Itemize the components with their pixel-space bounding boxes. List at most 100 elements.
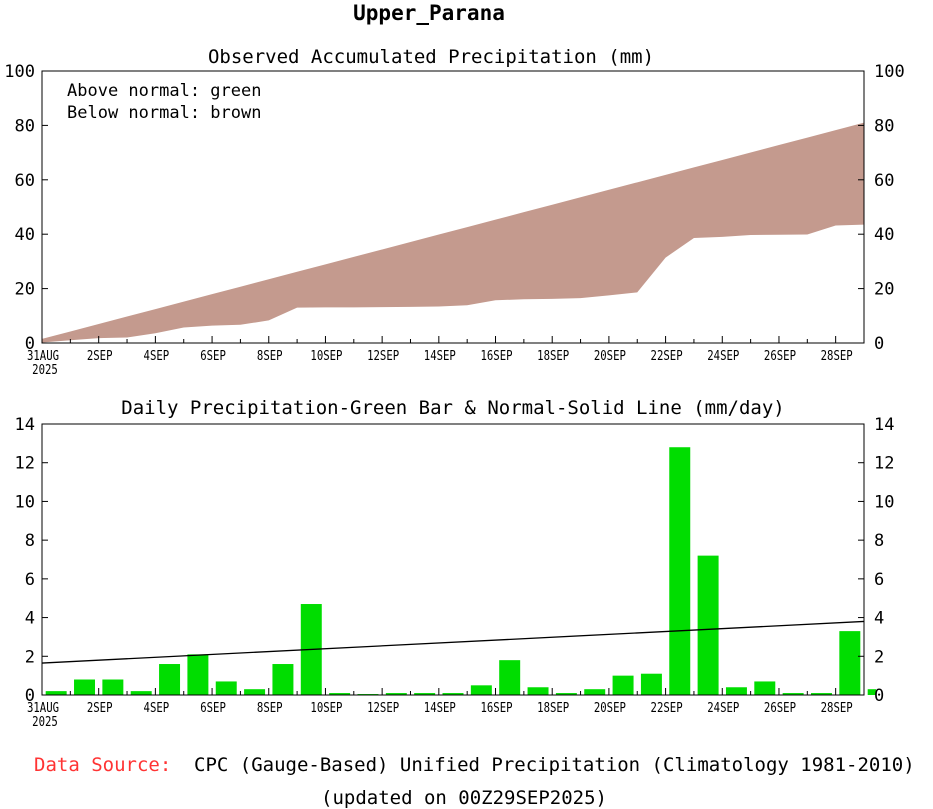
daily-ytick-label-right: 4	[874, 609, 884, 629]
acc-ytick-label-left: 80	[15, 116, 35, 136]
daily-bar	[867, 689, 876, 695]
daily-bar	[640, 673, 662, 695]
daily-xtick-label: 26SEP	[764, 700, 796, 715]
acc-ytick-label-left: 20	[15, 280, 35, 300]
daily-xtick-label: 6SEP	[200, 700, 226, 715]
daily-xtick-label: 14SEP	[424, 700, 456, 715]
daily-bar	[187, 654, 209, 695]
daily-bar	[74, 679, 96, 695]
daily-bar	[697, 555, 719, 695]
daily-ytick-label-left: 0	[25, 686, 35, 706]
acc-ytick-label-right: 100	[874, 62, 905, 82]
daily-ytick-label-right: 14	[874, 415, 894, 435]
acc-ytick-label-left: 100	[4, 62, 35, 82]
daily-xtick-label: 12SEP	[367, 700, 399, 715]
daily-bar	[725, 687, 747, 695]
acc-ytick-label-right: 60	[874, 171, 894, 191]
acc-frame	[41, 70, 865, 344]
data-source-text: CPC (Gauge-Based) Unified Precipitation …	[194, 754, 915, 776]
daily-xtick-label: 2SEP	[87, 700, 113, 715]
daily-ytick-label-right: 6	[874, 570, 884, 590]
daily-ytick-label-left: 12	[15, 454, 35, 474]
daily-bar	[810, 693, 832, 695]
legend-above-normal: Above normal: green	[67, 81, 261, 101]
daily-xtick-label: 8SEP	[257, 700, 283, 715]
daily-xtick-sublabel: 2025	[32, 714, 58, 729]
daily-xtick-label: 31AUG	[27, 700, 59, 715]
daily-ytick-label-left: 8	[25, 531, 35, 551]
acc-xtick-label: 16SEP	[480, 348, 512, 363]
normal-line	[41, 620, 865, 664]
daily-xtick-label: 22SEP	[651, 700, 683, 715]
below-normal-area	[42, 122, 864, 343]
accumulated-chart: Observed Accumulated Precipitation (mm) …	[4, 46, 904, 377]
daily-bar	[839, 631, 861, 695]
daily-bar	[159, 664, 181, 695]
daily-ytick-label-left: 4	[25, 609, 35, 629]
page-title: Upper_Parana	[353, 1, 505, 25]
acc-xtick-label: 18SEP	[537, 348, 569, 363]
daily-ytick-label-right: 2	[874, 647, 884, 667]
acc-xtick-label: 28SEP	[821, 348, 853, 363]
accumulated-plot-area	[42, 122, 864, 343]
daily-bar	[414, 693, 436, 695]
daily-bar	[215, 681, 237, 695]
acc-ytick-label-left: 40	[15, 225, 35, 245]
daily-bar	[555, 693, 577, 695]
daily-xtick-label: 18SEP	[537, 700, 569, 715]
daily-xtick-label: 28SEP	[821, 700, 853, 715]
daily-bar	[102, 679, 124, 695]
acc-xtick-label: 6SEP	[200, 348, 226, 363]
daily-ytick-label-left: 2	[25, 647, 35, 667]
daily-frame	[41, 423, 865, 696]
daily-xtick-label: 10SEP	[310, 700, 342, 715]
daily-bar	[782, 693, 804, 695]
daily-plot-area	[41, 447, 876, 696]
acc-xtick-label: 20SEP	[594, 348, 626, 363]
acc-xtick-label: 22SEP	[651, 348, 683, 363]
daily-bar	[499, 660, 521, 695]
accumulated-chart-title: Observed Accumulated Precipitation (mm)	[208, 46, 654, 68]
acc-ytick-label-right: 20	[874, 280, 894, 300]
daily-bar	[442, 693, 464, 695]
daily-ytick-label-right: 12	[874, 454, 894, 474]
daily-ytick-label-right: 8	[874, 531, 884, 551]
acc-xtick-label: 2SEP	[87, 348, 113, 363]
daily-bar	[329, 693, 351, 695]
daily-chart-title: Daily Precipitation-Green Bar & Normal-S…	[121, 397, 784, 419]
updated-text: (updated on 00Z29SEP2025)	[321, 787, 607, 809]
daily-bar	[244, 689, 266, 695]
daily-xtick-label: 20SEP	[594, 700, 626, 715]
daily-xtick-label: 4SEP	[144, 700, 170, 715]
daily-bar	[272, 664, 294, 695]
daily-bar	[385, 693, 407, 695]
acc-ytick-label-right: 80	[874, 116, 894, 136]
acc-xtick-label: 12SEP	[367, 348, 399, 363]
daily-ytick-label-left: 6	[25, 570, 35, 590]
legend-below-normal: Below normal: brown	[67, 103, 261, 123]
daily-bar	[130, 691, 152, 695]
acc-ytick-label-left: 0	[25, 334, 35, 354]
acc-xtick-label: 10SEP	[310, 348, 342, 363]
acc-ytick-label-right: 40	[874, 225, 894, 245]
acc-xtick-label: 26SEP	[764, 348, 796, 363]
acc-xtick-label: 8SEP	[257, 348, 283, 363]
daily-ytick-label-left: 10	[15, 492, 35, 512]
acc-xtick-label: 31AUG	[27, 348, 59, 363]
acc-xtick-sublabel: 2025	[32, 362, 58, 377]
daily-bar	[584, 689, 606, 695]
daily-bar	[470, 685, 492, 695]
daily-chart: Daily Precipitation-Green Bar & Normal-S…	[15, 397, 895, 729]
daily-ytick-label-right: 0	[874, 686, 884, 706]
acc-xtick-label: 4SEP	[144, 348, 170, 363]
daily-bar	[669, 447, 691, 695]
acc-ytick-label-left: 60	[15, 171, 35, 191]
daily-bar	[612, 675, 634, 695]
daily-xtick-label: 16SEP	[480, 700, 512, 715]
data-source-label: Data Source:	[34, 754, 171, 776]
daily-bar	[45, 691, 67, 695]
acc-xtick-label: 24SEP	[707, 348, 739, 363]
